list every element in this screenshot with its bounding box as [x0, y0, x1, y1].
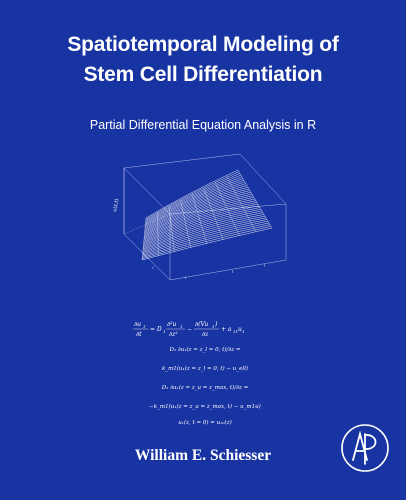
svg-text:1: 1 [143, 324, 146, 329]
surface-mesh-line [142, 224, 271, 258]
svg-text:11: 11 [233, 329, 238, 334]
book-author: William E. Schiesser [134, 447, 272, 464]
svg-text:+ a: + a [221, 326, 232, 333]
surface-mesh-line [145, 171, 240, 220]
equation-4: D₁ ∂u₁(z = z_u = z_max, t)/∂z = [161, 384, 249, 391]
svg-text:1: 1 [212, 324, 215, 329]
surface-mesh-crossline [191, 193, 208, 245]
svg-text:u: u [238, 326, 242, 333]
svg-text:∂(Vu: ∂(Vu [195, 321, 208, 328]
surface-mesh-line [144, 183, 247, 229]
surface-mesh-line [145, 179, 245, 226]
svg-text:∂z: ∂z [202, 331, 209, 338]
surface-mesh-crossline [237, 169, 273, 229]
svg-text:): ) [214, 321, 218, 328]
surface-mesh-line [143, 198, 256, 240]
surface-mesh-crossline [157, 211, 159, 257]
surface-mesh-crossline [180, 199, 191, 249]
surface-mesh-line [145, 169, 239, 219]
svg-text:∂z²: ∂z² [169, 331, 178, 338]
surface-mesh-line [143, 205, 260, 245]
surface-mesh-line [141, 227, 273, 261]
surface-mesh-line [143, 203, 259, 243]
title-line-1: Spatiotemporal Modeling of [67, 33, 339, 56]
surface-mesh-line [142, 226, 272, 260]
svg-text:∂u: ∂u [134, 321, 141, 328]
surface-mesh-line [143, 210, 263, 248]
surface-mesh-line [142, 215, 266, 252]
surface-mesh-line [142, 222, 270, 257]
surface-mesh-line [145, 174, 242, 222]
surface-mesh-crossline [141, 217, 147, 261]
surface-mesh-line [145, 176, 243, 224]
svg-text:−: − [187, 326, 192, 333]
surface-mesh-line [143, 207, 261, 246]
svg-text:1: 1 [180, 324, 183, 329]
surface-mesh-line [142, 220, 269, 256]
surface-mesh-line [144, 195, 254, 237]
surface-mesh-line [144, 190, 251, 233]
equation-6: u₁(z, t = 0) = u₁₀(z) [178, 419, 232, 426]
book-title: Spatiotemporal Modeling of Stem Cell Dif… [0, 30, 406, 90]
surface-mesh-crossline [226, 175, 256, 233]
surface-mesh-line [143, 212, 264, 250]
surface-mesh-crossline [214, 181, 240, 237]
title-line-2: Stem Cell Differentiation [83, 63, 323, 86]
svg-text:= D: = D [150, 326, 162, 333]
surface-mesh-crossline [168, 205, 175, 253]
surface-mesh-line [145, 173, 241, 221]
surface-mesh-line [142, 219, 268, 255]
book-subtitle: Partial Differential Equation Analysis i… [89, 118, 317, 132]
surface-mesh-line [145, 181, 246, 227]
equation-3: k_m1(u₁(z = z_l = 0, t) − u_ell) [162, 365, 248, 372]
surface-mesh-line [144, 188, 250, 232]
surface-mesh-line [142, 214, 265, 251]
svg-text:∂t: ∂t [136, 331, 142, 338]
equation-5: −k_m1(u₁(z = z_u = z_max, t) − u_m1u) [149, 403, 261, 410]
surface-mesh-line [144, 185, 248, 230]
equation-2: D₁ ∂u₁(z = z_l = 0, t)/∂z = [169, 346, 241, 353]
publisher-logo-icon [341, 424, 389, 472]
surface-mesh-line [143, 197, 255, 238]
surface-mesh-line [143, 202, 258, 242]
surface-mesh-line [143, 200, 257, 241]
surface-mesh-line [144, 191, 252, 235]
svg-text:1: 1 [242, 329, 245, 334]
surface-plot-illustration: u(z,t) [112, 153, 287, 281]
surface-mesh-line [142, 217, 267, 253]
surface-mesh-crossline [203, 187, 224, 241]
surface-mesh-line [144, 193, 253, 236]
svg-text:1: 1 [163, 329, 166, 334]
plot-axis-label: u(z,t) [112, 198, 120, 212]
svg-text:∂²u: ∂²u [167, 321, 177, 328]
surface-mesh-line [143, 208, 262, 247]
surface-mesh-line [145, 178, 244, 225]
surface-mesh-line [144, 186, 249, 231]
